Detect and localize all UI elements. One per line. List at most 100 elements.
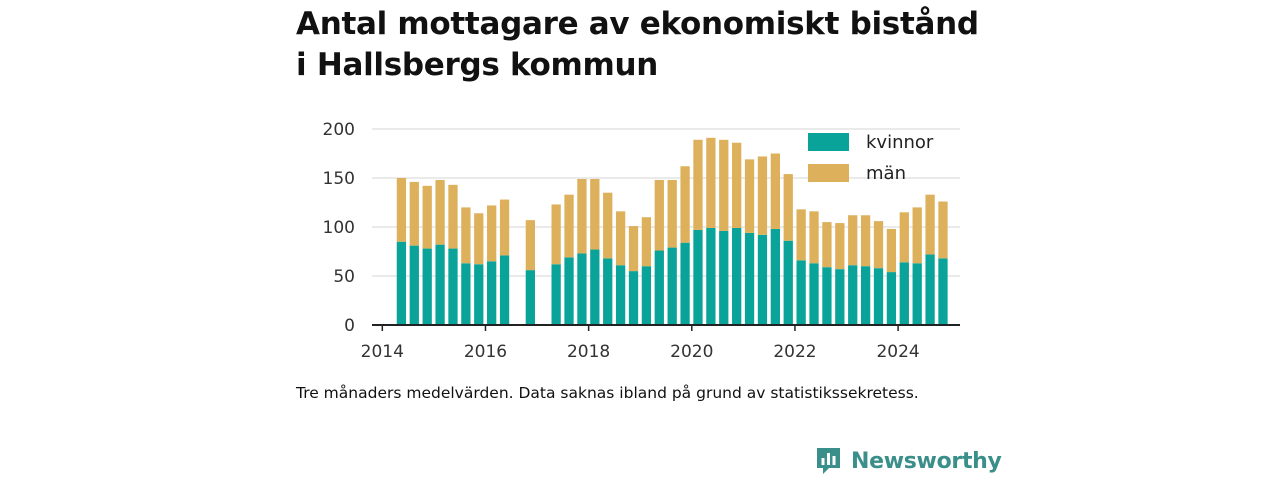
bar-man bbox=[796, 209, 806, 261]
bar-kvinnor bbox=[448, 248, 458, 325]
bar-kvinnor bbox=[396, 241, 407, 325]
bar-man bbox=[422, 185, 432, 249]
chart-caption: Tre månaders medelvärden. Data saknas ib… bbox=[296, 384, 919, 402]
bar-man bbox=[461, 207, 471, 264]
bar-man bbox=[860, 215, 871, 267]
x-tick-label: 2016 bbox=[464, 342, 507, 362]
bar-kvinnor bbox=[603, 258, 613, 325]
bar-man bbox=[474, 213, 484, 265]
bar-man bbox=[680, 166, 690, 243]
chart-title: Antal mottagare av ekonomiskt bistånd i … bbox=[296, 4, 1016, 86]
bar-kvinnor bbox=[706, 227, 716, 325]
bar-man bbox=[744, 159, 755, 233]
bar-man bbox=[809, 211, 819, 264]
bar-man bbox=[654, 179, 664, 251]
bar-man bbox=[912, 207, 922, 264]
bar-man bbox=[551, 204, 561, 265]
bar-kvinnor bbox=[474, 264, 484, 325]
brand-logo-lockup: Newsworthy bbox=[815, 444, 1002, 478]
bar-kvinnor bbox=[912, 263, 922, 325]
bar-man bbox=[577, 178, 587, 254]
bar-kvinnor bbox=[435, 244, 445, 325]
bar-man bbox=[822, 222, 832, 268]
bar-kvinnor bbox=[822, 267, 832, 325]
bar-kvinnor bbox=[564, 257, 574, 325]
x-tick-label: 2022 bbox=[773, 342, 816, 362]
bar-kvinnor bbox=[409, 245, 419, 325]
bar-kvinnor bbox=[873, 268, 884, 325]
bar-man bbox=[396, 178, 407, 242]
bar-kvinnor bbox=[693, 229, 703, 325]
x-tick-label: 2018 bbox=[567, 342, 610, 362]
bar-kvinnor bbox=[886, 272, 897, 325]
axes: 0 50 100 150 200 2014 2016 2018 2020 2022 2024 bbox=[323, 120, 960, 362]
bar-man bbox=[487, 205, 497, 262]
bar-kvinnor bbox=[615, 265, 626, 325]
bar-man bbox=[886, 228, 897, 273]
bar-man bbox=[667, 179, 677, 248]
bar-kvinnor bbox=[422, 248, 432, 325]
y-tick-label: 0 bbox=[344, 316, 355, 336]
x-tick-label: 2014 bbox=[361, 342, 404, 362]
bar-kvinnor bbox=[499, 255, 510, 325]
chart-title-line-1: Antal mottagare av ekonomiskt bistånd bbox=[296, 6, 979, 42]
bar-kvinnor bbox=[899, 262, 909, 325]
bar-man bbox=[783, 174, 793, 241]
bar-man bbox=[899, 212, 909, 263]
bar-man bbox=[835, 223, 845, 270]
bar-kvinnor bbox=[487, 261, 497, 325]
bar-chart-speech-bubble-icon bbox=[817, 448, 840, 474]
bar-man bbox=[628, 226, 639, 272]
y-tick-label: 100 bbox=[323, 218, 355, 238]
bar-kvinnor bbox=[809, 263, 819, 325]
bar-man bbox=[873, 221, 884, 269]
bar-man bbox=[757, 156, 768, 235]
brand-name: Newsworthy bbox=[851, 448, 1002, 474]
bar-man bbox=[719, 139, 729, 231]
bar-kvinnor bbox=[925, 254, 935, 325]
bar-man bbox=[693, 139, 703, 230]
bar-kvinnor bbox=[732, 227, 742, 325]
bar-man bbox=[925, 194, 935, 255]
bar-kvinnor bbox=[551, 264, 561, 325]
bar-man bbox=[938, 201, 948, 259]
bar-kvinnor bbox=[628, 271, 639, 325]
bar-kvinnor bbox=[719, 230, 729, 325]
bar-kvinnor bbox=[577, 253, 587, 325]
legend-label: män bbox=[866, 163, 906, 184]
bar-kvinnor bbox=[461, 263, 471, 325]
bar-kvinnor bbox=[783, 240, 793, 325]
bar-man bbox=[732, 142, 742, 228]
bars bbox=[396, 137, 948, 325]
bar-kvinnor bbox=[590, 249, 600, 325]
bar-man bbox=[848, 215, 858, 266]
bar-kvinnor bbox=[641, 266, 652, 325]
bar-man bbox=[706, 137, 716, 228]
bar-man bbox=[409, 181, 419, 246]
legend-swatch bbox=[808, 164, 849, 182]
bar-kvinnor bbox=[654, 250, 664, 325]
y-tick-label: 150 bbox=[323, 169, 355, 189]
bar-man bbox=[448, 184, 458, 249]
bar-kvinnor bbox=[525, 270, 535, 325]
legend: kvinnor män bbox=[808, 132, 934, 184]
x-tick-label: 2020 bbox=[670, 342, 713, 362]
bar-man bbox=[770, 153, 780, 229]
bar-kvinnor bbox=[770, 228, 780, 325]
bar-man bbox=[435, 179, 445, 245]
bar-kvinnor bbox=[938, 258, 948, 325]
bar-kvinnor bbox=[796, 260, 806, 325]
bar-man bbox=[499, 199, 510, 256]
bar-kvinnor bbox=[835, 269, 845, 325]
bar-man bbox=[603, 192, 613, 259]
bar-man bbox=[641, 217, 652, 267]
legend-label: kvinnor bbox=[866, 132, 934, 153]
y-tick-label: 50 bbox=[333, 267, 355, 287]
bar-kvinnor bbox=[848, 265, 858, 325]
bar-man bbox=[525, 220, 535, 271]
stacked-bar-chart: 0 50 100 150 200 2014 2016 2018 2020 2022 2024 kvi… bbox=[323, 120, 960, 362]
chart-title-line-2: i Hallsbergs kommun bbox=[296, 47, 659, 83]
bar-kvinnor bbox=[667, 247, 677, 325]
bar-man bbox=[590, 178, 600, 250]
bar-man bbox=[615, 211, 626, 266]
